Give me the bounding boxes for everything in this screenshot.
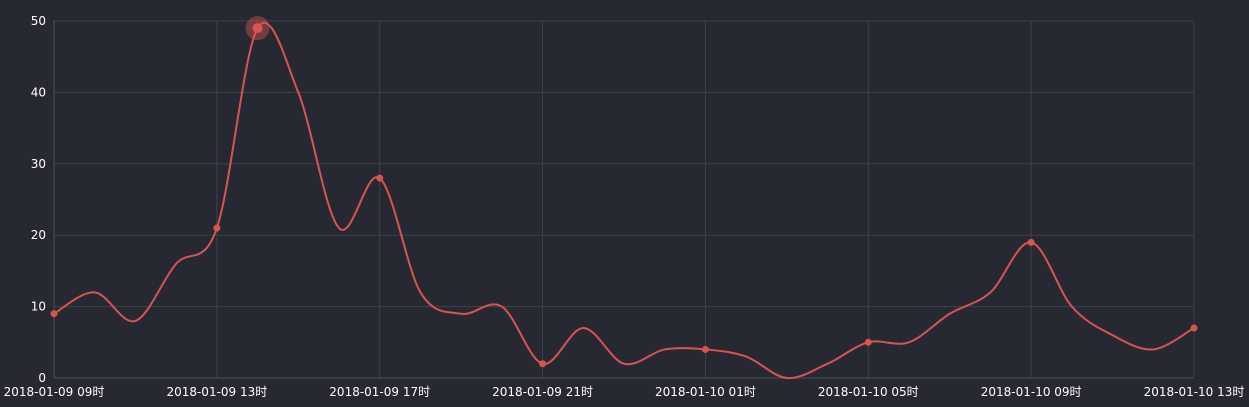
data-point-12 [539, 360, 547, 368]
data-point-8 [376, 174, 384, 182]
x-tick-label-5: 2018-01-10 05时 [818, 385, 919, 399]
data-point-20 [864, 338, 872, 346]
data-point-16 [701, 345, 709, 353]
y-tick-label-20: 20 [31, 228, 46, 242]
series-layer [50, 16, 1198, 380]
data-point-0 [50, 310, 58, 318]
data-point-4 [213, 224, 221, 232]
x-tick-label-4: 2018-01-10 01时 [655, 385, 756, 399]
x-tick-label-2: 2018-01-09 17时 [329, 385, 430, 399]
y-tick-label-30: 30 [31, 157, 46, 171]
y-tick-label-50: 50 [31, 14, 46, 28]
x-tick-label-3: 2018-01-09 21时 [492, 385, 593, 399]
x-tick-label-1: 2018-01-09 13时 [166, 385, 267, 399]
data-point-5 [252, 23, 263, 34]
y-tick-label-40: 40 [31, 85, 46, 99]
grid [53, 20, 1195, 378]
x-tick-label-6: 2018-01-10 09时 [981, 385, 1082, 399]
data-point-24 [1027, 238, 1035, 246]
x-tick-label-7: 2018-01-10 13时 [1144, 385, 1245, 399]
series-line-0 [53, 21, 1195, 380]
tick-labels: 0 10 20 30 40 50 2018-01-09 09时 2018-01-09 13时 2… [4, 14, 1245, 399]
y-tick-label-0: 0 [38, 371, 46, 385]
axes [53, 21, 1194, 379]
data-point-28 [1190, 324, 1198, 332]
x-tick-label-0: 2018-01-09 09时 [4, 385, 105, 399]
y-tick-label-10: 10 [31, 300, 46, 314]
